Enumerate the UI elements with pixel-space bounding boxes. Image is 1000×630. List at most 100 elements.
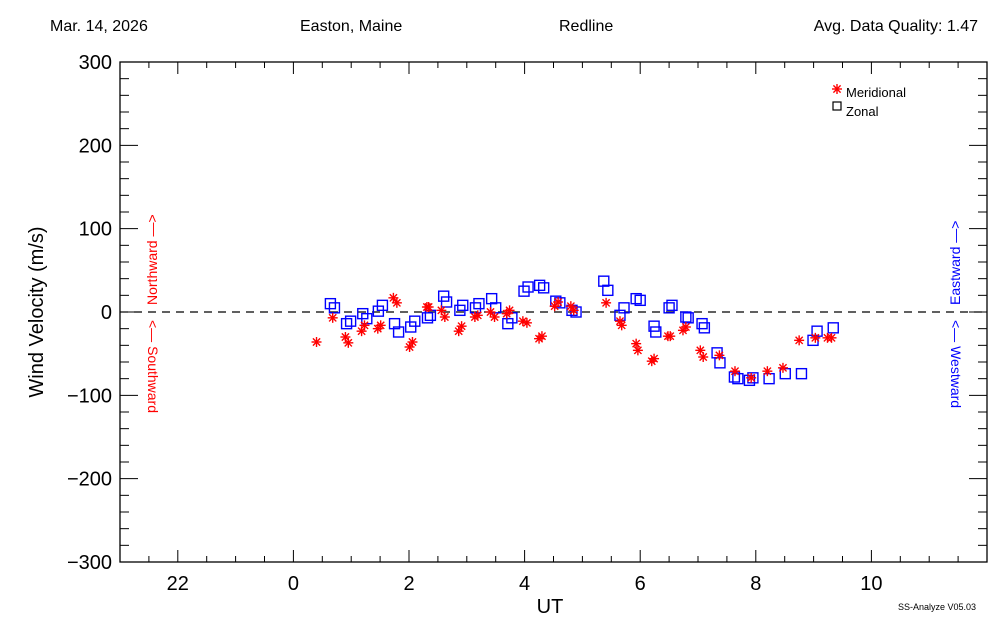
meridional-point — [456, 321, 467, 332]
y-tick-labels: −300 −200 −100 0 100 200 300 — [67, 52, 112, 574]
zonal-point — [698, 322, 711, 334]
northward-annotation: Northward —> — [144, 214, 160, 305]
zonal-point — [409, 315, 421, 327]
zonal-point — [473, 297, 485, 310]
y-tick-label: −300 — [67, 552, 112, 574]
meridional-point — [504, 305, 515, 316]
meridional-point — [391, 297, 402, 308]
zonal-point — [344, 315, 357, 327]
zonal-point — [648, 320, 660, 332]
meridional-point — [601, 297, 612, 308]
legend-star-icon — [832, 84, 842, 94]
zonal-point — [570, 306, 582, 318]
legend-meridional-marker — [832, 84, 842, 94]
header-location: Easton, Maine — [300, 18, 402, 35]
meridional-point — [777, 362, 788, 373]
meridional-point — [714, 350, 725, 361]
x-tick-label: 8 — [750, 573, 761, 595]
zonal-point — [533, 279, 546, 292]
zonal-point — [696, 317, 708, 330]
legend-zonal-label: Zonal — [846, 104, 879, 119]
westward-annotation: <— Westward — [948, 320, 964, 408]
meridional-point — [746, 372, 757, 383]
zonal-point — [372, 305, 385, 317]
meridional-point — [472, 310, 483, 321]
zonal-point — [827, 322, 839, 334]
y-axis-label: Wind Velocity (m/s) — [26, 226, 48, 397]
y-tick-label: 300 — [79, 52, 112, 74]
zonal-point — [405, 321, 417, 333]
zonal-point — [388, 317, 401, 330]
software-version: SS-Analyze V05.03 — [898, 602, 976, 612]
header-quality: Avg. Data Quality: 1.47 — [814, 18, 978, 35]
x-tick-labels: 22 0 2 4 6 8 10 — [167, 573, 883, 595]
zonal-point — [779, 367, 791, 380]
zonal-point — [795, 367, 808, 380]
x-tick-label: 2 — [403, 573, 414, 595]
eastward-annotation: Eastward —> — [947, 221, 963, 305]
meridional-point — [568, 305, 579, 316]
meridional-point — [794, 335, 805, 346]
x-tick-label: 4 — [519, 573, 530, 595]
zonal-point — [340, 317, 353, 330]
meridional-point — [343, 337, 354, 348]
legend: Meridional Zonal — [832, 84, 906, 119]
zonal-point — [598, 275, 610, 287]
meridional-point — [762, 366, 773, 377]
y-tick-label: 200 — [79, 135, 112, 157]
zonal-point — [469, 302, 482, 314]
meridional-point — [489, 312, 500, 322]
zonal-point — [518, 285, 530, 297]
meridional-point — [327, 312, 338, 323]
meridional-point — [649, 353, 660, 364]
meridional-point — [439, 312, 450, 322]
meridional-point — [632, 345, 643, 356]
zonal-point — [666, 299, 678, 312]
y-tick-label: −100 — [67, 385, 112, 407]
meridional-point — [826, 332, 837, 343]
x-tick-label: 6 — [635, 573, 646, 595]
x-tick-label: 22 — [167, 573, 189, 595]
zonal-point — [602, 284, 614, 297]
zonal-point — [485, 292, 498, 305]
meridional-point — [680, 322, 691, 332]
y-tick-label: −200 — [67, 469, 112, 491]
zonal-point — [376, 299, 389, 312]
data-points — [311, 275, 839, 387]
zonal-point — [392, 326, 405, 338]
x-tick-label: 0 — [288, 573, 299, 595]
meridional-point — [375, 320, 386, 331]
meridional-point — [536, 331, 547, 342]
meridional-point — [407, 337, 418, 347]
x-axis-label: UT — [537, 596, 564, 618]
southward-annotation: <— Southward — [145, 320, 161, 413]
meridional-point — [521, 317, 532, 328]
meridional-point — [423, 302, 434, 312]
meridional-point — [631, 338, 642, 349]
zonal-point — [522, 281, 534, 293]
legend-zonal-marker — [832, 101, 842, 111]
meridional-point — [553, 297, 564, 307]
zonal-point — [457, 299, 469, 312]
x-tick-label: 10 — [860, 573, 882, 595]
zonal-point — [630, 292, 642, 305]
zonal-point — [650, 326, 662, 338]
zonal-point — [328, 302, 341, 314]
meridional-point — [616, 320, 627, 331]
header-date: Mar. 14, 2026 — [50, 18, 148, 35]
meridional-point — [698, 352, 709, 362]
meridional-point — [810, 332, 821, 343]
legend-meridional-label: Meridional — [846, 85, 906, 100]
meridional-point — [359, 320, 370, 331]
zonal-point — [634, 294, 646, 307]
zonal-point — [440, 296, 453, 308]
header-emission: Redline — [559, 18, 613, 35]
zonal-point — [502, 317, 514, 330]
y-tick-label: 0 — [101, 302, 112, 324]
zonal-point — [682, 312, 694, 324]
meridional-point — [665, 331, 676, 342]
zonal-point — [618, 302, 630, 314]
zonal-point — [663, 302, 675, 314]
meridional-point — [729, 366, 740, 377]
